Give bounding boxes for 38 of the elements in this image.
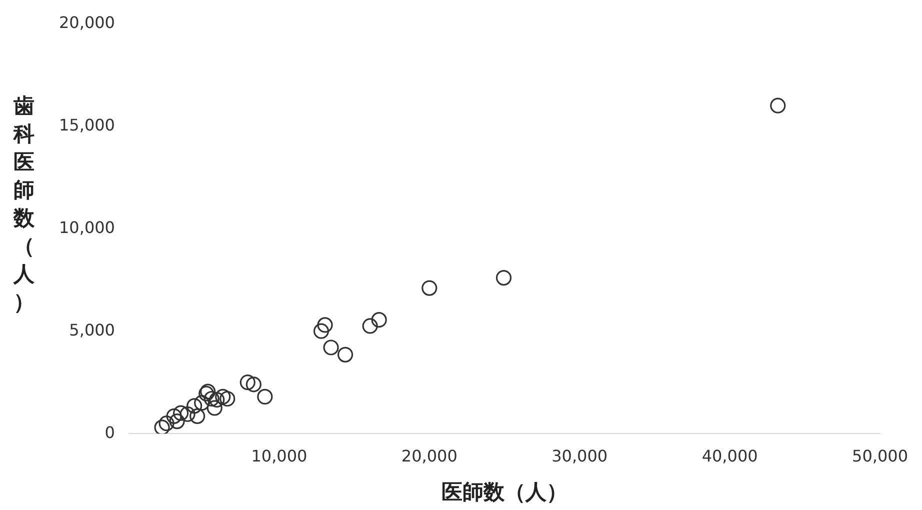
point [154,420,170,434]
point [166,408,182,424]
point [158,416,174,432]
point [770,98,786,114]
point [323,340,339,356]
point [190,408,206,424]
point [362,318,378,334]
point [317,317,333,333]
x-tick-label: 30,000 [552,446,608,466]
y-axis-title: 歯科医師数（人） [12,93,36,316]
point [173,405,189,421]
x-axis-title: 医師数（人） [441,480,568,504]
y-tick-label: 0 [104,422,115,442]
y-tick-label: 20,000 [59,12,115,32]
point [240,374,256,390]
y-tick-label: 5,000 [69,320,115,340]
point [186,398,202,414]
point [194,395,210,411]
x-tick-label: 50,000 [852,446,908,466]
point [371,312,387,328]
point [169,414,185,430]
y-tick-label: 10,000 [59,218,115,237]
x-tick-label: 10,000 [251,446,308,466]
point [180,406,196,422]
x-tick-label: 40,000 [702,446,758,466]
point [209,392,225,408]
point [246,376,262,392]
point [313,323,330,339]
point [496,270,512,286]
y-tick-label: 15,000 [59,115,115,134]
point [215,388,231,404]
point [204,390,220,407]
point [337,346,354,362]
x-tick-label: 20,000 [401,446,458,466]
point [206,400,222,416]
point [257,388,273,404]
point [422,280,438,296]
point [220,390,236,407]
